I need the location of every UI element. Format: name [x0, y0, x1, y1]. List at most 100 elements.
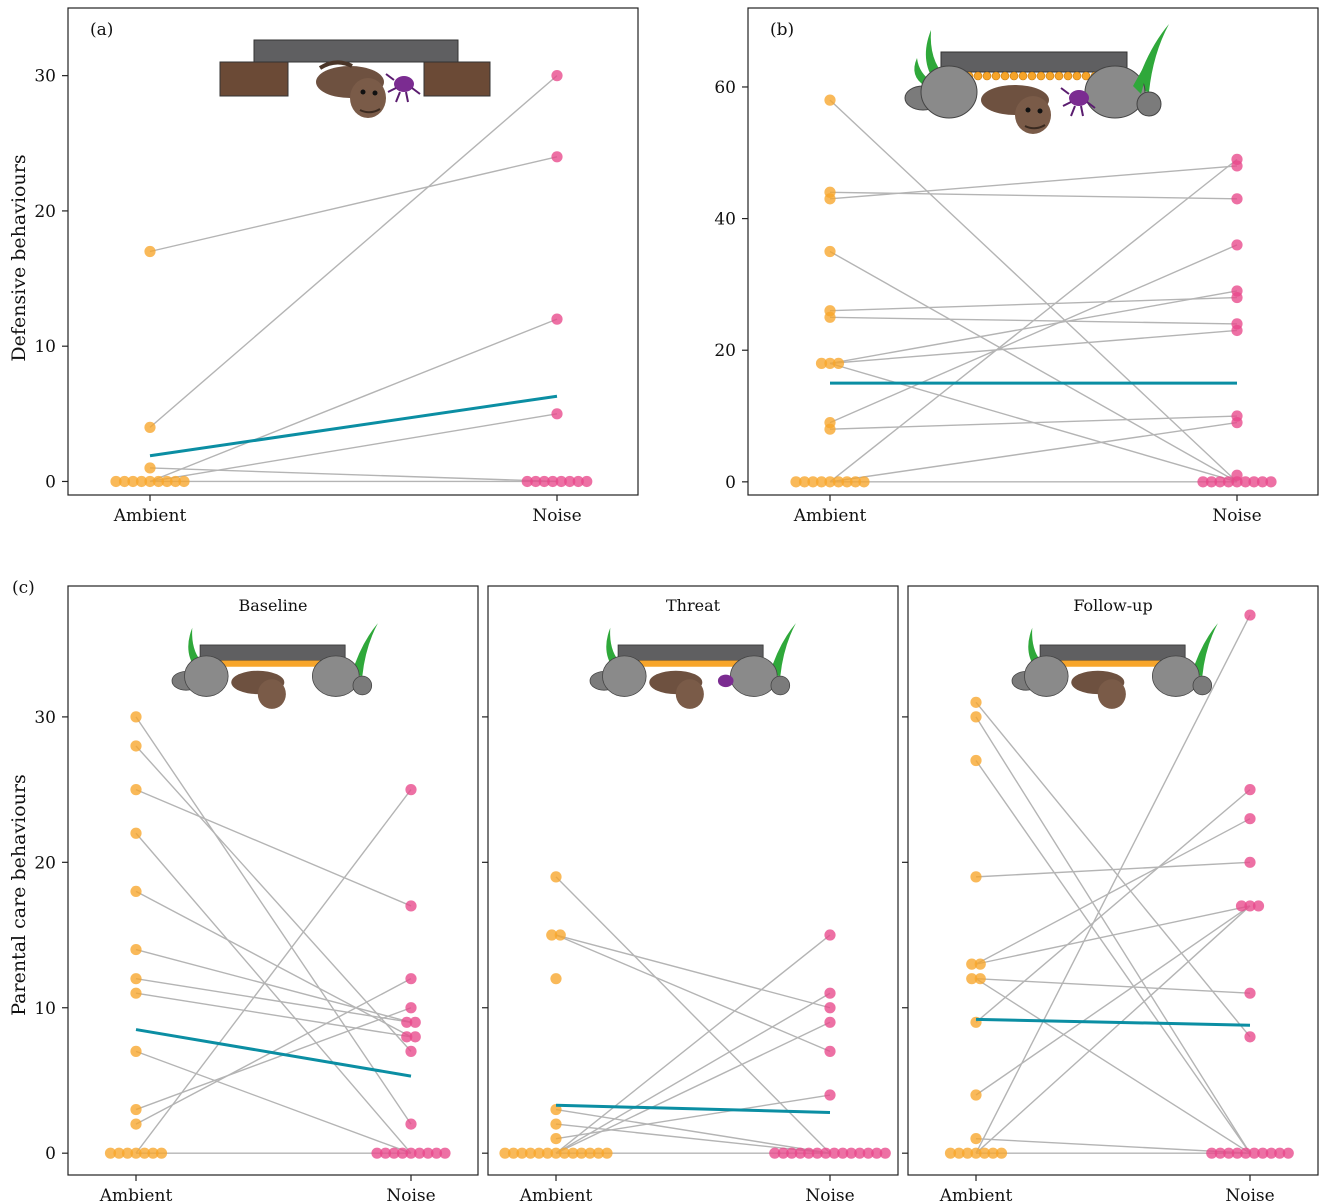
ambient-point: [113, 1147, 125, 1159]
noise-point: [1205, 476, 1218, 488]
chart-panel-baseline: 0 10 20 30 Ambient Noise Baseline: [34, 585, 479, 1203]
ambient-point: [970, 871, 982, 883]
panel-letter-b: (b): [770, 20, 794, 40]
ambient-point: [130, 827, 142, 839]
nest-tile-bricks-illustration: [219, 39, 491, 118]
ambient-point: [507, 1147, 520, 1159]
ambient-point: [524, 1147, 537, 1159]
pair-line: [149, 156, 558, 253]
x-tick-label: Ambient: [519, 1186, 593, 1203]
pair-line: [555, 934, 831, 1154]
noise-point: [413, 1147, 426, 1159]
y-tick-label: 60: [714, 78, 736, 98]
pair-line: [829, 329, 1238, 365]
noise-point: [1244, 1031, 1256, 1043]
noise-point: [777, 1147, 789, 1159]
pair-line: [975, 818, 1251, 965]
ambient-point: [130, 784, 142, 796]
noise-point: [409, 1031, 421, 1043]
noise-point: [379, 1147, 392, 1159]
ambient-point: [567, 1147, 579, 1159]
noise-point: [405, 973, 417, 985]
ambient-point: [144, 475, 156, 488]
ambient-point: [978, 1147, 991, 1159]
noise-point: [803, 1147, 815, 1159]
pair-line: [975, 861, 1251, 878]
noise-point: [1257, 1147, 1269, 1159]
noise-point: [1231, 318, 1243, 330]
ambient-point: [130, 987, 142, 999]
noise-point: [1244, 784, 1256, 796]
chart-panel-threat: Ambient Noise Threat: [482, 585, 899, 1203]
noise-point: [1256, 476, 1269, 488]
ambient-point: [546, 929, 558, 941]
pair-line: [555, 876, 831, 1154]
noise-point: [551, 408, 563, 420]
noise-point: [547, 475, 559, 488]
noise-point: [538, 475, 550, 488]
ambient-point: [824, 94, 836, 106]
noise-point: [1248, 476, 1260, 488]
ambient-point: [966, 958, 978, 970]
ambient-point: [841, 476, 853, 488]
crab-icon: [1060, 87, 1096, 117]
y-tick-label: 30: [34, 708, 56, 728]
noise-point: [1231, 410, 1243, 422]
ambient-point: [953, 1147, 965, 1159]
ambient-point: [966, 973, 978, 985]
y-tick-label: 20: [34, 202, 56, 222]
noise-point: [1223, 1147, 1235, 1159]
pair-line: [135, 948, 412, 1023]
plot-frame: [907, 585, 1319, 1176]
ambient-point: [130, 1147, 142, 1159]
x-tick-label: Ambient: [113, 506, 187, 526]
nest-rocks-illustration-threat: [589, 623, 796, 709]
ambient-point: [121, 1147, 134, 1159]
noise-point: [1244, 987, 1256, 999]
noise-point: [405, 1045, 417, 1057]
noise-point: [854, 1147, 866, 1159]
ambient-point: [824, 476, 836, 488]
ambient-point: [987, 1147, 999, 1159]
ambient-point: [144, 245, 156, 258]
ambient-point: [601, 1147, 613, 1159]
ambient-point: [550, 1147, 562, 1159]
chart-panel-followup: Ambient Noise Follow-up: [902, 585, 1319, 1203]
ambient-point: [152, 475, 165, 488]
y-tick-label: 40: [714, 210, 736, 230]
noise-point: [871, 1147, 883, 1159]
noise-point: [769, 1147, 781, 1159]
pair-line: [829, 250, 1238, 483]
noise-point: [430, 1147, 443, 1159]
noise-point: [551, 70, 563, 82]
pair-line: [555, 934, 831, 1009]
noise-point: [1239, 476, 1252, 488]
noise-point: [388, 1147, 400, 1159]
x-tick-label: Noise: [532, 506, 581, 526]
pair-line: [149, 318, 558, 483]
noise-point: [824, 987, 836, 999]
noise-point: [1265, 1147, 1277, 1159]
noise-point: [1244, 900, 1256, 912]
pair-line: [135, 1050, 412, 1154]
ambient-point: [550, 1118, 562, 1130]
ambient-point: [970, 711, 982, 723]
ambient-point: [533, 1147, 545, 1159]
ambient-point: [147, 1147, 159, 1159]
pair-line: [975, 1137, 1251, 1154]
ambient-point: [970, 1133, 982, 1145]
noise-point: [794, 1147, 806, 1159]
noise-point: [409, 1016, 421, 1028]
ambient-point: [161, 475, 173, 488]
ambient-point: [824, 417, 836, 429]
nest-rocks-illustration-followup: [1011, 623, 1218, 709]
noise-point: [824, 929, 836, 941]
ambient-point: [130, 740, 142, 752]
noise-point: [1231, 193, 1243, 205]
pair-line: [829, 158, 1238, 483]
pair-line: [135, 832, 412, 1154]
ambient-point: [974, 973, 986, 985]
noise-point: [828, 1147, 840, 1159]
x-tick-label: Ambient: [939, 1186, 1013, 1203]
ambient-point: [815, 357, 828, 369]
